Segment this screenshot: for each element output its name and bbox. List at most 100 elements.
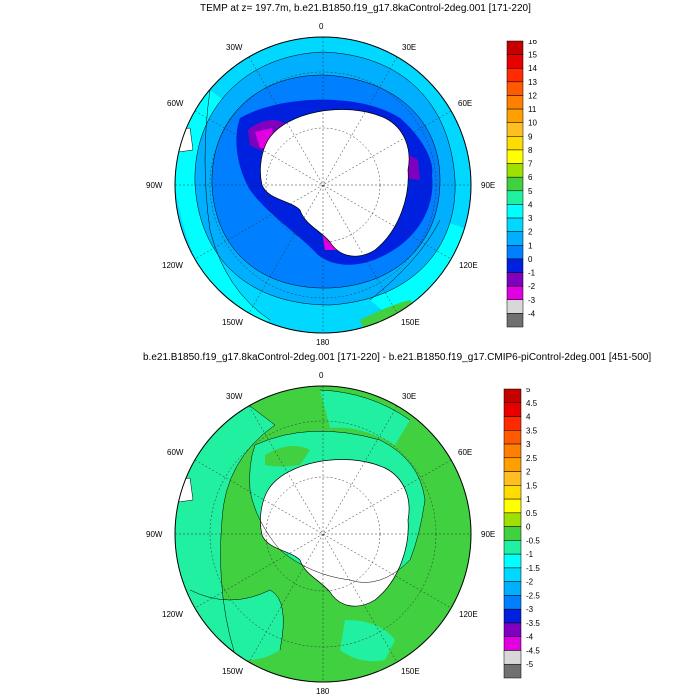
colorbar-tick-label: 14 [528, 64, 537, 73]
colorbar-tick-label: 9 [528, 132, 533, 141]
colorbar-tick-label: 2.5 [526, 454, 538, 463]
colorbar-swatch [503, 512, 522, 527]
colorbar-tick-label: 3.5 [526, 426, 538, 435]
colorbar-tick-label: -3 [526, 605, 534, 614]
colorbar-swatch [503, 581, 522, 596]
colorbar-swatch [503, 595, 522, 610]
lon-label-120w: 120W [162, 610, 183, 619]
colorbar-swatch [503, 636, 522, 651]
lon-label-0: 0 [319, 22, 324, 31]
colorbar-swatch [506, 40, 524, 55]
colorbar-swatch [506, 217, 524, 232]
lon-label-90e: 90E [481, 530, 495, 539]
lon-label-120w: 120W [162, 261, 183, 270]
colorbar-swatch [506, 81, 524, 96]
colorbar-swatch [503, 663, 522, 679]
colorbar-tick-label: -4 [526, 633, 534, 642]
colorbar-tick-label: 7 [528, 160, 533, 169]
warm-water-east [370, 220, 470, 325]
colorbar-tick-label: -1 [526, 550, 534, 559]
colorbar-swatch [503, 402, 522, 417]
colorbar-tick-label: 3 [528, 214, 533, 223]
colorbar-tick-label: -0.5 [526, 536, 540, 545]
antarctica-landmass [260, 109, 410, 257]
antarctica-landmass [260, 459, 410, 607]
temperature-difference-polar-map: 0 30E 60E 90E 120E 150E 180 150W 120W 90… [146, 371, 495, 696]
colorbar-swatch [506, 122, 524, 137]
colorbar-tick-label: -3.5 [526, 619, 540, 628]
colorbar-tick-label: 1.5 [526, 481, 538, 490]
colorbar-tick-label: -2 [526, 578, 534, 587]
colorbar-swatch [503, 498, 522, 514]
lon-label-90w: 90W [146, 530, 163, 539]
colorbar-swatch [506, 108, 524, 123]
lon-label-60e: 60E [458, 99, 472, 108]
colorbar-swatch [506, 190, 524, 205]
colorbar-swatch [506, 231, 524, 246]
colorbar-swatch [506, 204, 524, 219]
difference-contours [189, 389, 426, 671]
lon-label-60e: 60E [458, 448, 472, 457]
lat-lon-grid [175, 37, 471, 333]
colorbar-swatch [503, 430, 522, 445]
diff-cyan-north [320, 390, 410, 445]
colorbar-tick-label: 5 [528, 187, 533, 196]
colorbar-tick-label: 2 [526, 468, 531, 477]
map-title-top: TEMP at z= 197.7m, b.e21.B1850.f19_g17.8… [200, 3, 531, 14]
colorbar-swatch [506, 54, 524, 69]
colorbar-swatch [506, 149, 524, 164]
map-boundary [174, 385, 472, 683]
colorbar-tick-label: 0 [526, 523, 531, 532]
lon-label-60w: 60W [167, 99, 184, 108]
colorbar-swatch [503, 540, 522, 555]
colorbar-tick-label: 16 [528, 40, 537, 46]
lon-label-120e: 120E [459, 261, 478, 270]
lon-label-150e: 150E [401, 667, 420, 676]
colorbar-swatch [503, 457, 522, 472]
south-america-tip [175, 477, 194, 503]
colorbar-swatch [503, 416, 522, 431]
colorbar-swatch [506, 299, 524, 314]
map-boundary [174, 36, 472, 334]
colorbar-tick-label: -2 [528, 282, 536, 291]
colorbar-tick-label: -1 [528, 269, 536, 278]
colorbar-swatch [506, 272, 524, 287]
lon-label-30e: 30E [402, 392, 416, 401]
lon-label-30w: 30W [226, 43, 243, 52]
colorbar-swatch [503, 553, 522, 569]
colorbar-tick-label: 4 [526, 413, 531, 422]
diff-cyan-southwest [190, 590, 284, 660]
colorbar-tick-label: 0 [528, 255, 533, 264]
colorbar-swatch [506, 136, 524, 151]
lon-label-150w: 150W [222, 667, 243, 676]
colorbar-tick-label: 2 [528, 228, 533, 237]
colorbar-swatch [506, 313, 524, 328]
colorbar-tick-label: 1 [526, 495, 531, 504]
colorbar-swatch [506, 67, 524, 83]
colorbar-tick-label: 4 [528, 200, 533, 209]
colorbar-swatch [503, 567, 522, 582]
colorbar-swatch [506, 285, 524, 301]
colorbar-tick-label: 6 [528, 173, 533, 182]
colorbar-tick-label: 10 [528, 119, 537, 128]
south-america-tip [175, 127, 194, 153]
lon-label-150e: 150E [401, 318, 420, 327]
colorbar-swatch [503, 471, 522, 486]
colorbar-swatch [503, 443, 522, 459]
colorbar-bottom: 5 4.5 4 3.5 3 2.5 2 1.5 1 0.5 0 -0.5 -1 -1.5 -2 -2.5 -3 -… [503, 388, 540, 679]
temperature-polar-map: 0 30E 60E 90E 120E 150E 180 150W 120W 90… [146, 22, 495, 347]
colorbar-swatch [503, 388, 522, 404]
colorbar-tick-label: 13 [528, 78, 537, 87]
colorbar-tick-label: 8 [528, 146, 533, 155]
colorbar-tick-label: 4.5 [526, 399, 538, 408]
lon-label-90e: 90E [481, 181, 495, 190]
colorbar-swatch [506, 163, 524, 178]
lon-label-60w: 60W [167, 448, 184, 457]
colorbar-tick-label: 15 [528, 51, 537, 60]
lon-label-30e: 30E [402, 43, 416, 52]
colorbar-swatch [506, 176, 524, 192]
colorbar-tick-label: -2.5 [526, 591, 540, 600]
colorbar-tick-label: -4.5 [526, 646, 540, 655]
lon-label-150w: 150W [222, 318, 243, 327]
